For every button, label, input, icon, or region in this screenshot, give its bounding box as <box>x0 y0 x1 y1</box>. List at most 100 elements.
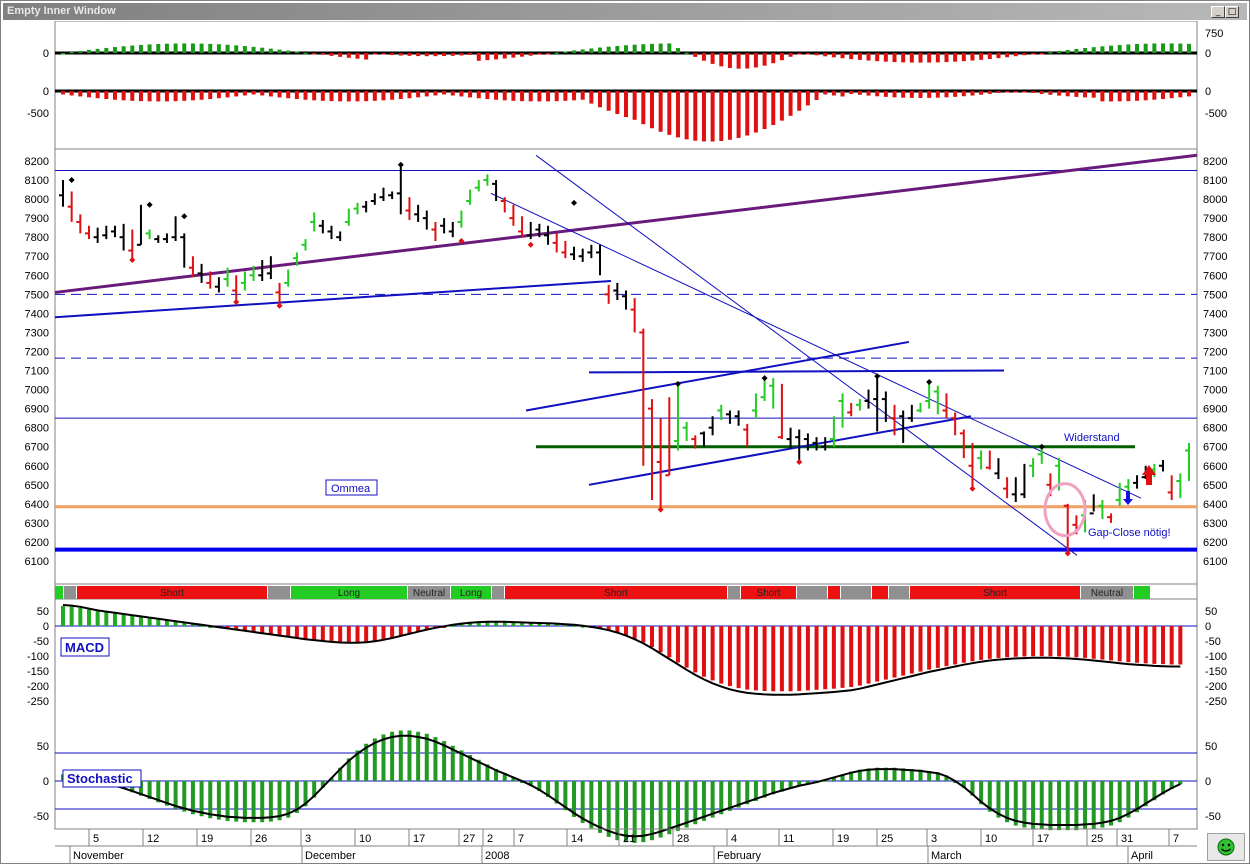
stoch-bar <box>901 768 906 781</box>
stoch-bar <box>476 759 481 781</box>
indicator-bar <box>719 53 724 67</box>
day-label: 11 <box>783 833 794 845</box>
indicator-bar <box>390 53 395 56</box>
y-tick-label-right: 7000 <box>1203 385 1227 397</box>
stoch-bar <box>511 777 516 781</box>
stoch-bar <box>398 730 403 781</box>
macd-bar <box>86 609 91 626</box>
indicator-bar <box>572 50 577 53</box>
indicator-bar <box>987 91 992 94</box>
stoch-bar <box>502 773 507 781</box>
indicator-bar <box>381 53 386 55</box>
indicator-bar <box>1005 91 1010 93</box>
indicator-bar <box>320 91 325 101</box>
indicator-bar <box>234 91 239 97</box>
indicator-bar <box>355 53 360 59</box>
indicator-bar <box>970 53 975 61</box>
day-label: 17 <box>1037 833 1049 845</box>
indicator-bar <box>996 91 1001 93</box>
indicator-bar <box>390 91 395 100</box>
indicator-bar <box>398 53 403 56</box>
stoch-bar <box>485 764 490 781</box>
indicator-bar <box>1135 44 1140 53</box>
indicator-bar <box>1109 91 1114 102</box>
y-tick-label-right: 7400 <box>1203 308 1227 320</box>
indicator-bar <box>953 91 958 97</box>
stoch-bar <box>242 781 247 823</box>
macd-bar <box>381 626 386 640</box>
indicator-bar <box>632 44 637 53</box>
macd-bar <box>701 626 706 677</box>
macd-bar <box>112 613 117 626</box>
y-tick-label-right: 50 <box>1205 741 1217 753</box>
indicator-bar <box>190 91 195 101</box>
regime-label: Long <box>338 588 360 599</box>
stoch-bar <box>1013 781 1018 826</box>
indicator-bar <box>736 91 741 138</box>
indicator-bar <box>649 91 654 129</box>
annotation-widerstand: Widerstand <box>1064 432 1120 444</box>
trend-line <box>490 192 1142 499</box>
macd-bar <box>667 626 672 658</box>
stoch-bar <box>1022 781 1027 828</box>
day-label: 7 <box>1173 833 1179 845</box>
macd-title-box <box>60 637 110 657</box>
pivot-marker <box>969 485 976 492</box>
macd-bar <box>753 626 758 691</box>
day-label: 14 <box>571 833 583 845</box>
stoch-bar <box>649 781 654 841</box>
maximize-button[interactable]: □ <box>1225 6 1239 18</box>
regime-segment <box>1134 586 1150 599</box>
indicator-bar <box>372 53 377 55</box>
day-label: 25 <box>881 833 893 845</box>
indicator-bar <box>814 91 819 100</box>
month-label: 2008 <box>485 850 509 862</box>
month-label: December <box>305 850 356 862</box>
indicator-bar <box>849 53 854 60</box>
indicator-bar <box>901 53 906 63</box>
macd-bar <box>329 626 334 642</box>
indicator-bar <box>242 46 247 53</box>
trend-line <box>54 153 1198 294</box>
y-tick-label: 50 <box>37 606 49 618</box>
stoch-bar <box>286 781 291 818</box>
stoch-bar <box>719 781 724 815</box>
indicator-bar <box>303 52 308 55</box>
y-tick-label: 0 <box>43 621 49 633</box>
macd-bar <box>346 626 351 642</box>
month-label: March <box>931 850 962 862</box>
indicator-bar <box>762 53 767 66</box>
indicator-bar <box>693 53 698 57</box>
indicator-bar <box>805 91 810 106</box>
indicator-bar <box>1161 91 1166 99</box>
indicator-bar <box>190 43 195 53</box>
macd-bar <box>156 619 161 626</box>
indicator-bar <box>216 44 221 53</box>
indicator-bar <box>69 51 74 54</box>
indicator-bar <box>277 49 282 53</box>
macd-bar <box>173 621 178 626</box>
minimize-button[interactable]: _ <box>1211 6 1225 18</box>
day-label: 3 <box>305 833 311 845</box>
macd-bar <box>537 623 542 626</box>
stoch-bar <box>164 781 169 806</box>
regime-segment <box>828 586 840 599</box>
macd-bar <box>242 626 247 631</box>
y-tick-label-right: -50 <box>1205 811 1221 823</box>
status-smiley-icon[interactable] <box>1207 833 1245 861</box>
month-label: February <box>717 850 762 862</box>
stoch-bar <box>788 781 793 789</box>
macd-bar <box>970 626 975 662</box>
stoch-bar <box>546 781 551 797</box>
stoch-bar <box>225 781 230 821</box>
indicator-bar <box>901 91 906 98</box>
macd-bar <box>1039 626 1044 657</box>
indicator-bar <box>693 91 698 141</box>
y-tick-label: 6900 <box>25 404 49 416</box>
indicator-bar <box>182 43 187 53</box>
stoch-bar <box>1039 781 1044 830</box>
indicator-bar <box>398 91 403 100</box>
title-bar[interactable]: Empty Inner Window _ □ × <box>3 3 1247 20</box>
indicator-bar <box>1143 43 1148 53</box>
